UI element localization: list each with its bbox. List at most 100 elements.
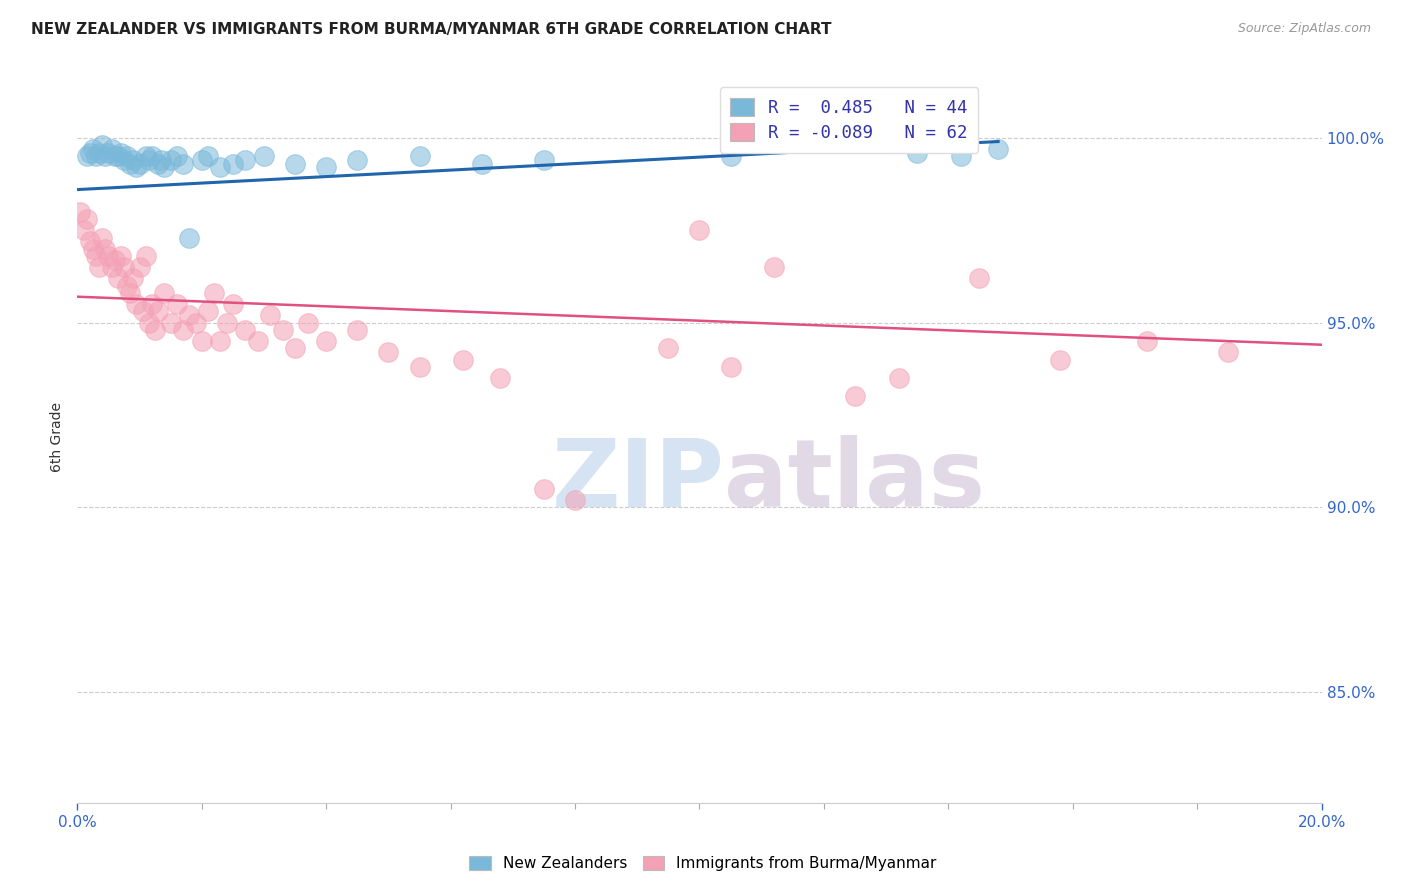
Point <box>135 149 157 163</box>
Point <box>1218 345 1240 359</box>
Point <box>533 153 555 167</box>
Point <box>471 157 494 171</box>
Point <box>222 297 245 311</box>
Point <box>135 249 157 263</box>
Point <box>120 157 142 171</box>
Point <box>297 316 319 330</box>
Point <box>315 334 337 348</box>
Point <box>110 145 132 160</box>
Point <box>94 242 117 256</box>
Y-axis label: 6th Grade: 6th Grade <box>51 402 65 472</box>
Point <box>259 308 281 322</box>
Point <box>987 142 1010 156</box>
Point <box>143 323 166 337</box>
Point <box>79 145 101 160</box>
Point <box>141 149 163 163</box>
Point <box>222 157 245 171</box>
Point <box>408 149 430 163</box>
Point <box>689 223 711 237</box>
Point <box>233 323 256 337</box>
Point <box>125 297 148 311</box>
Point <box>346 153 368 167</box>
Point <box>284 342 307 356</box>
Point <box>284 157 307 171</box>
Point <box>112 153 135 167</box>
Point <box>153 285 176 300</box>
Point <box>166 297 188 311</box>
Point <box>148 157 170 171</box>
Point <box>377 345 399 359</box>
Point <box>489 371 512 385</box>
Point <box>128 157 150 171</box>
Point <box>905 145 928 160</box>
Point <box>159 153 181 167</box>
Point <box>657 342 679 356</box>
Legend: New Zealanders, Immigrants from Burma/Myanmar: New Zealanders, Immigrants from Burma/My… <box>463 849 943 877</box>
Point <box>720 149 742 163</box>
Point <box>120 285 142 300</box>
Point <box>209 334 232 348</box>
Legend: R =  0.485   N = 44, R = -0.089   N = 62: R = 0.485 N = 44, R = -0.089 N = 62 <box>720 87 979 153</box>
Point <box>246 334 269 348</box>
Point <box>122 271 145 285</box>
Point <box>115 149 138 163</box>
Text: ZIP: ZIP <box>551 435 724 527</box>
Point <box>107 271 129 285</box>
Point <box>84 149 107 163</box>
Point <box>720 359 742 374</box>
Point <box>69 204 91 219</box>
Point <box>82 142 104 156</box>
Point <box>533 482 555 496</box>
Point <box>202 285 225 300</box>
Point <box>197 149 219 163</box>
Point <box>110 249 132 263</box>
Point <box>215 316 238 330</box>
Point <box>191 334 214 348</box>
Point <box>104 252 127 267</box>
Point <box>159 316 181 330</box>
Point <box>763 260 786 274</box>
Point <box>564 492 586 507</box>
Point <box>138 316 160 330</box>
Point <box>87 145 110 160</box>
Point <box>179 230 201 244</box>
Point <box>79 235 101 249</box>
Text: NEW ZEALANDER VS IMMIGRANTS FROM BURMA/MYANMAR 6TH GRADE CORRELATION CHART: NEW ZEALANDER VS IMMIGRANTS FROM BURMA/M… <box>31 22 831 37</box>
Point <box>271 323 294 337</box>
Point <box>122 153 145 167</box>
Point <box>82 242 104 256</box>
Point <box>172 323 194 337</box>
Point <box>153 161 176 175</box>
Point <box>844 389 866 403</box>
Point <box>91 138 114 153</box>
Point <box>1136 334 1159 348</box>
Point <box>131 304 153 318</box>
Point <box>138 153 160 167</box>
Point <box>315 161 337 175</box>
Point <box>72 223 94 237</box>
Point <box>233 153 256 167</box>
Point <box>197 304 219 318</box>
Point <box>125 161 148 175</box>
Point <box>969 271 991 285</box>
Point <box>87 260 110 274</box>
Point <box>150 153 173 167</box>
Point <box>408 359 430 374</box>
Point <box>887 371 910 385</box>
Point <box>172 157 194 171</box>
Point <box>179 308 201 322</box>
Point <box>141 297 163 311</box>
Point <box>209 161 232 175</box>
Point <box>112 260 135 274</box>
Point <box>166 149 188 163</box>
Point <box>107 149 129 163</box>
Point <box>253 149 276 163</box>
Point <box>191 153 214 167</box>
Point <box>184 316 207 330</box>
Point <box>148 304 170 318</box>
Point <box>949 149 972 163</box>
Point <box>104 149 127 163</box>
Point <box>76 212 98 227</box>
Point <box>84 249 107 263</box>
Point <box>100 142 122 156</box>
